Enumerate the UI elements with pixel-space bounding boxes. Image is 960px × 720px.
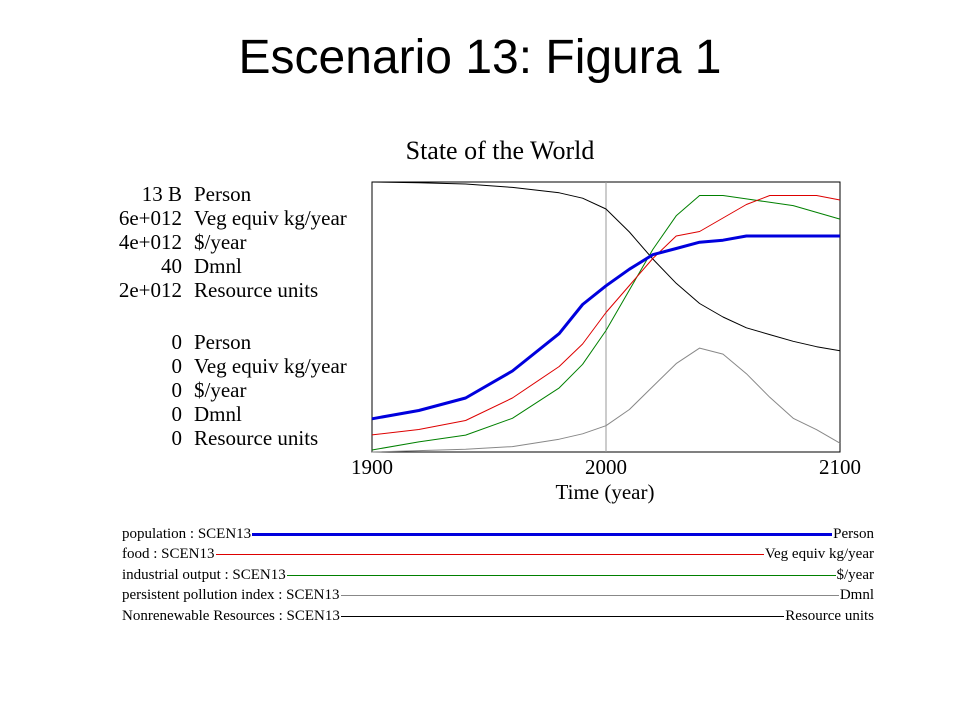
y-scale-max-value: 13 B bbox=[141, 182, 182, 206]
legend-entry-nonrenewable-resources: Nonrenewable Resources : SCEN13 Resource … bbox=[122, 606, 874, 627]
chart-title: State of the World bbox=[405, 136, 595, 165]
legend-unit: Person bbox=[833, 525, 874, 542]
legend-line-swatch bbox=[286, 574, 836, 576]
y-scale-min-row: 0 $/year bbox=[108, 378, 347, 402]
x-axis-label: Time (year) bbox=[555, 480, 655, 504]
y-scale-min-row: 0 Veg equiv kg/year bbox=[108, 354, 347, 378]
legend-unit: $/year bbox=[836, 566, 874, 583]
series-line-industrial-output bbox=[371, 195, 841, 451]
y-scale-min-unit: $/year bbox=[194, 378, 247, 402]
legend-entry-population: population : SCEN13 Person bbox=[122, 524, 874, 545]
y-scale-max-unit: Veg equiv kg/year bbox=[194, 206, 347, 230]
y-scale-max-row: 4e+012 $/year bbox=[108, 230, 347, 254]
y-scale-max-group: 13 B Person 6e+012 Veg equiv kg/year 4e+012 $… bbox=[108, 182, 347, 302]
legend-entry-persistent-pollution-index: persistent pollution index : SCEN13 Dmnl bbox=[122, 586, 874, 607]
legend-unit: Resource units bbox=[785, 607, 874, 624]
legend-unit: Veg equiv kg/year bbox=[764, 546, 874, 563]
y-scale-max-unit: Resource units bbox=[194, 278, 319, 302]
y-scale-max-unit: $/year bbox=[194, 230, 247, 254]
legend-entry-food: food : SCEN13 Veg equiv kg/year bbox=[122, 545, 874, 566]
y-scale-max-value: 4e+012 bbox=[118, 230, 182, 254]
y-scale-min-unit: Veg equiv kg/year bbox=[194, 354, 347, 378]
legend-series-name: industrial output : SCEN13 bbox=[122, 566, 286, 583]
x-tick-2000: 2000 bbox=[585, 455, 627, 479]
series-line-food bbox=[371, 195, 841, 436]
y-scale-min-unit: Resource units bbox=[194, 426, 319, 450]
y-scale-max-row: 13 B Person bbox=[108, 182, 347, 206]
y-scale-min-value: 0 bbox=[171, 330, 183, 354]
y-scale-max-value: 6e+012 bbox=[118, 206, 182, 230]
y-scale-min-row: 0 Dmnl bbox=[108, 402, 347, 426]
legend-entry-industrial-output: industrial output : SCEN13 $/year bbox=[122, 565, 874, 586]
y-scale-max-row: 40 Dmnl bbox=[108, 254, 347, 278]
y-scale-max-row: 2e+012 Resource units bbox=[108, 278, 347, 302]
y-scale-min-unit: Person bbox=[194, 330, 252, 354]
x-tick-2100: 2100 bbox=[819, 455, 861, 479]
slide-title: Escenario 13: Figura 1 bbox=[238, 31, 722, 84]
y-scale-min-value: 0 bbox=[171, 426, 183, 450]
legend-line-swatch bbox=[215, 554, 764, 556]
legend-series-name: Nonrenewable Resources : SCEN13 bbox=[122, 607, 340, 624]
y-scale-min-row: 0 Resource units bbox=[108, 426, 347, 450]
series-line-population bbox=[371, 234, 840, 421]
y-scale-max-row: 6e+012 Veg equiv kg/year bbox=[108, 206, 347, 230]
y-scale-min-row: 0 Person bbox=[108, 330, 347, 354]
y-scale-max-value: 2e+012 bbox=[118, 278, 182, 302]
legend-line-swatch bbox=[252, 532, 833, 536]
legend: population : SCEN13 Person food : SCEN13 Ve… bbox=[122, 524, 874, 627]
y-scale-max-unit: Dmnl bbox=[194, 254, 242, 278]
legend-series-name: persistent pollution index : SCEN13 bbox=[122, 587, 340, 604]
legend-series-name: food : SCEN13 bbox=[122, 546, 215, 563]
y-scale-min-value: 0 bbox=[171, 402, 183, 426]
legend-line-swatch bbox=[340, 595, 839, 597]
y-scale-min-value: 0 bbox=[171, 354, 183, 378]
series-line-persistent-pollution-index bbox=[371, 347, 841, 453]
y-scale-min-value: 0 bbox=[171, 378, 183, 402]
legend-line-swatch bbox=[340, 615, 785, 617]
y-scale-min-unit: Dmnl bbox=[194, 402, 242, 426]
legend-unit: Dmnl bbox=[839, 587, 874, 604]
legend-series-name: population : SCEN13 bbox=[122, 525, 252, 542]
y-scale-max-value: 40 bbox=[161, 254, 182, 278]
y-scale-max-unit: Person bbox=[194, 182, 252, 206]
y-scale-min-group: 0 Person 0 Veg equiv kg/year 0 $/year 0 Dmnl 0 Re… bbox=[108, 330, 347, 450]
x-tick-1900: 1900 bbox=[351, 455, 393, 479]
